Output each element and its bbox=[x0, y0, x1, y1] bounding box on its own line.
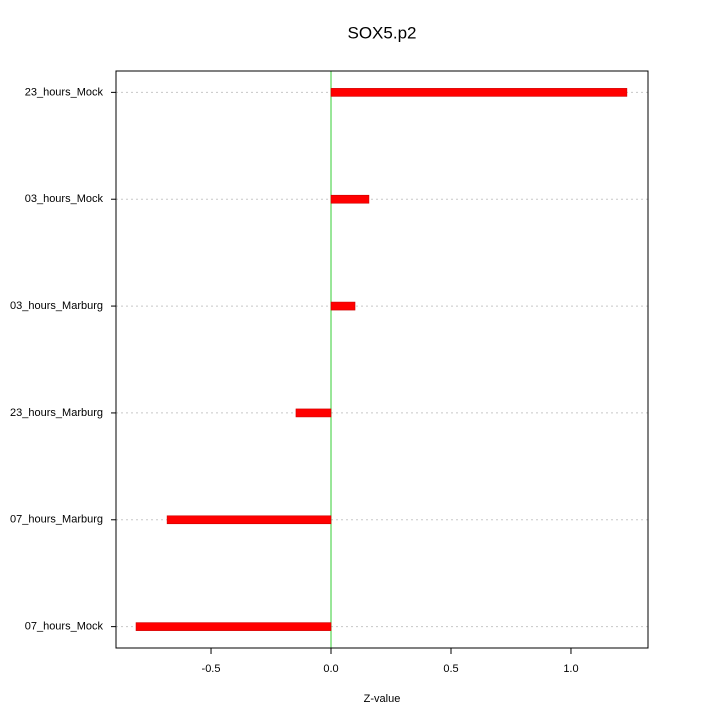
y-tick-label: 23_hours_Mock bbox=[25, 86, 104, 98]
plot-frame bbox=[115, 70, 649, 649]
bar bbox=[330, 88, 628, 97]
bar bbox=[330, 301, 356, 311]
x-tick-label: 0.5 bbox=[443, 663, 458, 675]
y-tick-label: 03_hours_Marburg bbox=[10, 300, 103, 312]
bar bbox=[295, 408, 332, 418]
bar bbox=[166, 515, 332, 525]
y-tick-label: 07_hours_Mock bbox=[25, 621, 104, 633]
x-tick-label: -0.5 bbox=[202, 663, 221, 675]
bar bbox=[330, 194, 370, 204]
y-tick-label: 03_hours_Mock bbox=[25, 193, 104, 205]
chart-title: SOX5.p2 bbox=[348, 23, 417, 42]
x-tick-label: 1.0 bbox=[563, 663, 578, 675]
x-axis-label: Z-value bbox=[364, 693, 401, 705]
bar bbox=[135, 622, 332, 631]
y-tick-label: 23_hours_Marburg bbox=[10, 407, 103, 419]
y-tick-label: 07_hours_Marburg bbox=[10, 514, 103, 526]
x-tick-label: 0.0 bbox=[323, 663, 338, 675]
